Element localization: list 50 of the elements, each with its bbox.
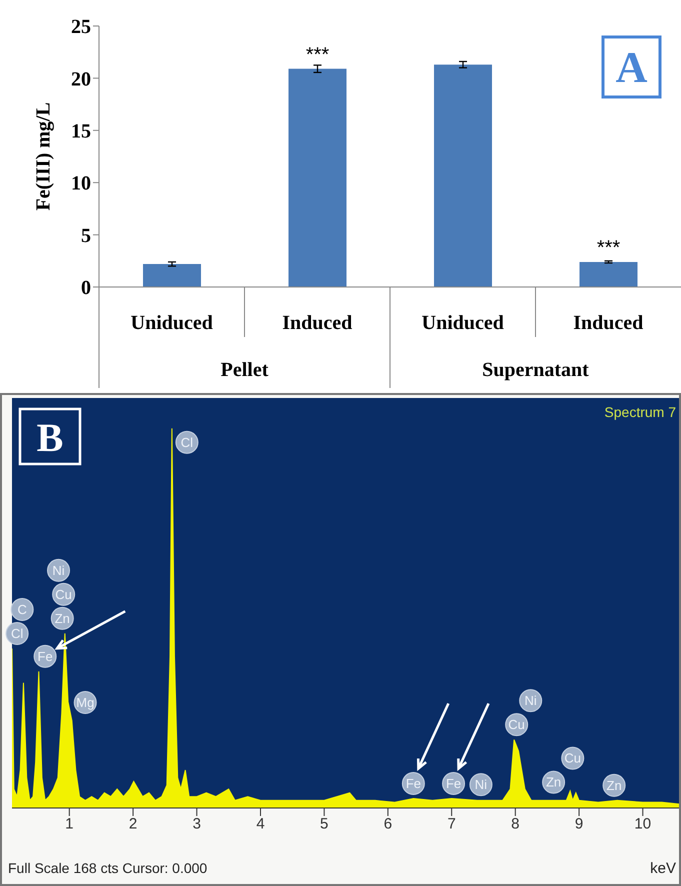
annotation: Zn	[606, 778, 622, 793]
bar	[143, 264, 201, 287]
annotation: Ni	[474, 777, 488, 792]
data-label: ***	[306, 44, 330, 66]
annotation: Cl	[180, 434, 194, 450]
y-tick-label: 20	[71, 68, 91, 90]
text: Spectrum 7	[604, 404, 676, 420]
x-tick-label: Induced	[282, 312, 352, 334]
bar	[580, 262, 638, 287]
annotation: Mg	[76, 695, 94, 710]
x-tick-label: 1	[65, 816, 74, 833]
annotation: Ni	[52, 562, 65, 578]
annotation: Cl	[10, 626, 24, 642]
x-tick-label: 7	[447, 816, 456, 833]
y-tick-label: 0	[81, 277, 91, 300]
x-tick-label: 5	[320, 816, 328, 833]
annotation: Zn	[54, 610, 70, 626]
x-tick-label: 3	[192, 816, 201, 833]
x-tick-label: 6	[384, 816, 392, 833]
text: Full Scale 168 cts Cursor: 0.000	[8, 860, 208, 876]
annotation: Fe	[38, 648, 53, 664]
x-tick-label: Induced	[573, 312, 644, 334]
annotation: Fe	[406, 776, 421, 792]
text: Pellet	[220, 359, 269, 381]
x-tick-label: 10	[634, 816, 652, 833]
text: Supernatant	[482, 359, 590, 381]
x-axis-title: keV	[650, 860, 676, 877]
annotation: A	[616, 43, 648, 92]
annotation: Cu	[55, 586, 72, 602]
annotation: Ni	[524, 693, 537, 708]
x-tick-label: 8	[511, 816, 520, 833]
y-tick-label: 15	[71, 120, 91, 142]
bar	[434, 64, 492, 287]
y-tick-label: 5	[81, 224, 91, 247]
y-tick-label: 25	[71, 16, 91, 38]
annotation: Zn	[546, 774, 562, 790]
x-tick-label: Uniduced	[130, 312, 213, 334]
x-tick-label: 9	[574, 816, 584, 833]
y-axis-title: Fe(III) mg/L	[32, 102, 55, 211]
x-tick-label: 4	[256, 816, 265, 833]
data-label: ***	[596, 236, 620, 259]
x-tick-label: 2	[128, 816, 138, 833]
annotation: B	[36, 415, 64, 460]
y-tick-label: 10	[71, 172, 91, 195]
annotation: Cu	[564, 750, 581, 766]
annotation: Cu	[508, 717, 525, 732]
bar	[288, 68, 346, 287]
x-tick-label: Uniduced	[422, 312, 504, 334]
annotation: C	[18, 602, 27, 618]
annotation: Fe	[446, 776, 462, 792]
